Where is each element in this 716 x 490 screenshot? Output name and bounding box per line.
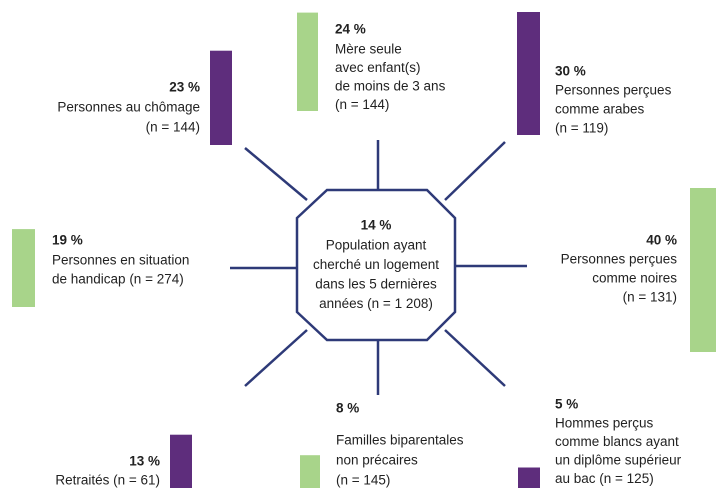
center-label: Population ayant xyxy=(326,238,427,253)
item-label: Mère seule xyxy=(335,42,402,57)
item-label: Familles biparentales xyxy=(336,433,464,448)
bar xyxy=(170,434,192,488)
item-label: avec enfant(s) xyxy=(335,60,421,75)
item-label: comme noires xyxy=(592,271,677,286)
item-label: non précaires xyxy=(336,453,418,468)
value-label: 5 % xyxy=(555,397,578,412)
center-value: 14 % xyxy=(361,218,392,233)
value-label: 24 % xyxy=(335,22,366,37)
item-label: au bac (n = 125) xyxy=(555,471,654,486)
item-label: Personnes en situation xyxy=(52,253,189,268)
item-label: (n = 144) xyxy=(335,97,389,112)
center-label: dans les 5 dernières xyxy=(315,277,437,292)
bar xyxy=(517,12,540,135)
spoke xyxy=(444,329,506,387)
item-label: (n = 144) xyxy=(146,120,200,135)
bar xyxy=(210,50,232,146)
value-label: 23 % xyxy=(169,80,200,95)
value-label: 19 % xyxy=(52,233,83,248)
center-label: années (n = 1 208) xyxy=(319,296,433,311)
spokes xyxy=(230,140,527,395)
center-octagon xyxy=(295,188,457,342)
bar xyxy=(297,12,318,112)
spoke xyxy=(244,147,308,201)
value-label: 40 % xyxy=(646,233,677,248)
value-label: 13 % xyxy=(129,454,160,469)
value-label: 30 % xyxy=(555,64,586,79)
item-label: Hommes perçus xyxy=(555,416,654,431)
bar xyxy=(690,188,716,352)
bar xyxy=(300,455,320,488)
item-label: de moins de 3 ans xyxy=(335,79,446,94)
item-label: comme arabes xyxy=(555,102,645,117)
item-label: (n = 131) xyxy=(623,290,677,305)
item-label: de handicap (n = 274) xyxy=(52,272,184,287)
item-label: Personnes au chômage xyxy=(57,100,200,115)
item-label: Personnes perçues xyxy=(561,252,678,267)
item-label: (n = 145) xyxy=(336,473,390,488)
spoke xyxy=(244,329,308,387)
item-label: Retraités (n = 61) xyxy=(55,473,160,488)
bar xyxy=(12,229,35,307)
item-label: un diplôme supérieur xyxy=(555,453,682,468)
item-label: (n = 119) xyxy=(555,121,608,136)
item-label: Personnes perçues xyxy=(555,83,672,98)
center-label: cherché un logement xyxy=(313,257,439,272)
spoke xyxy=(444,141,506,201)
item-label: comme blancs ayant xyxy=(555,434,679,449)
bar xyxy=(518,467,540,488)
value-label: 8 % xyxy=(336,401,359,416)
